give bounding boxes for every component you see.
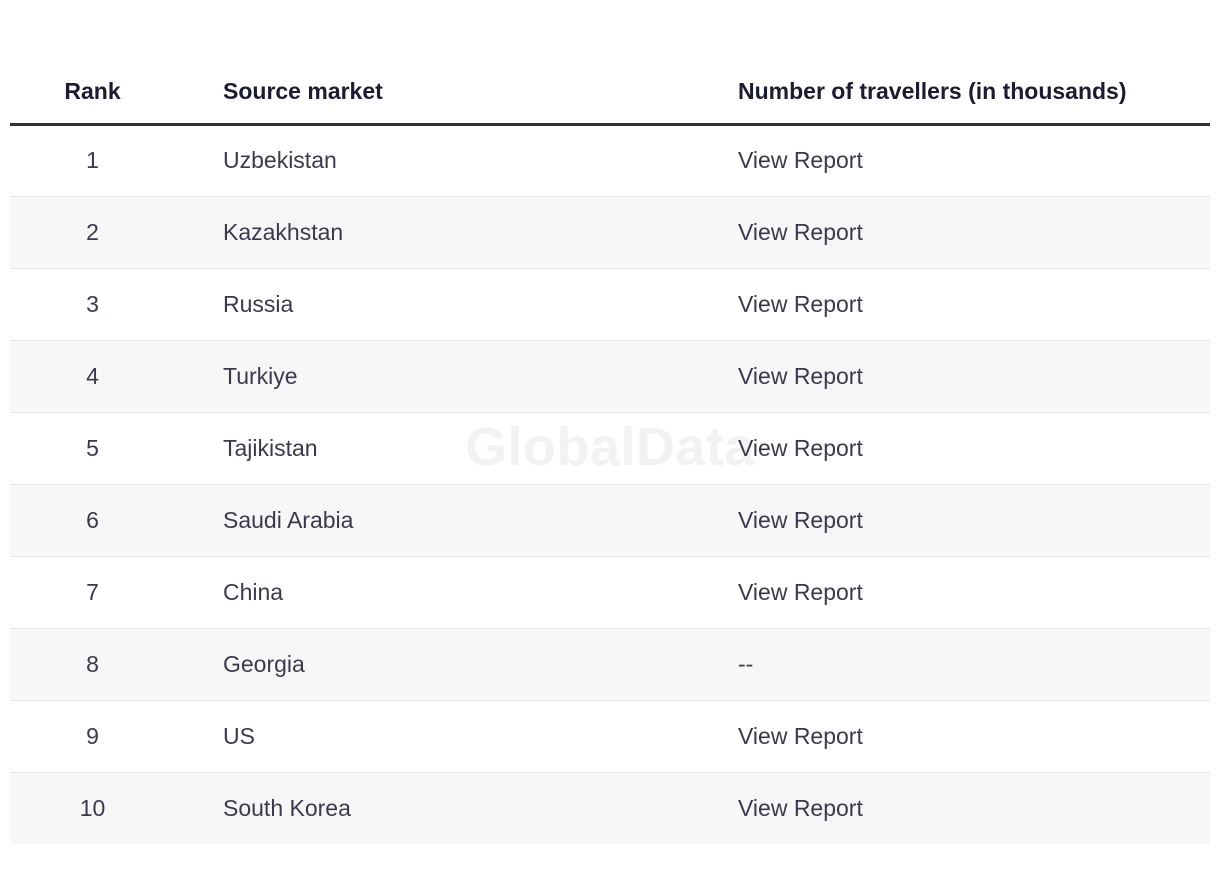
table-row: 6 Saudi Arabia View Report	[10, 484, 1210, 556]
view-report-link[interactable]: View Report	[738, 218, 863, 245]
view-report-link[interactable]: View Report	[738, 290, 863, 317]
view-report-link[interactable]: View Report	[738, 578, 863, 605]
market-cell: Georgia	[223, 650, 305, 677]
table-row: 8 Georgia --	[10, 628, 1210, 700]
market-cell: US	[223, 722, 255, 749]
rank-cell: 2	[86, 218, 99, 245]
value-cell: View Report	[690, 772, 1210, 844]
rank-cell: 3	[86, 290, 99, 317]
market-cell: Kazakhstan	[223, 218, 344, 245]
view-report-link[interactable]: View Report	[738, 722, 863, 749]
table-body: 1 Uzbekistan View Report 2 Kazakhstan Vi…	[10, 124, 1210, 844]
value-cell: View Report	[690, 484, 1210, 556]
table-row: 10 South Korea View Report	[10, 772, 1210, 844]
market-cell: Turkiye	[223, 362, 298, 389]
value-cell: View Report	[690, 124, 1210, 196]
value-cell: View Report	[690, 556, 1210, 628]
rank-cell: 1	[86, 147, 99, 173]
table-row: 9 US View Report	[10, 700, 1210, 772]
market-cell: Uzbekistan	[223, 147, 337, 173]
value-cell: View Report	[690, 340, 1210, 412]
view-report-link[interactable]: View Report	[738, 147, 863, 173]
market-cell: China	[223, 578, 284, 605]
rank-cell: 9	[86, 722, 99, 749]
table-header-row: Rank Source market Number of travellers …	[10, 60, 1210, 124]
value-cell: View Report	[690, 700, 1210, 772]
rank-cell: 10	[79, 794, 106, 821]
value-cell: --	[690, 628, 1210, 700]
table-row: 1 Uzbekistan View Report	[10, 124, 1210, 196]
view-report-link[interactable]: View Report	[738, 506, 863, 533]
rank-cell: 8	[86, 650, 99, 677]
column-header-source-market: Source market	[223, 77, 383, 104]
view-report-link[interactable]: View Report	[738, 794, 863, 821]
value-cell: View Report	[690, 196, 1210, 268]
rank-cell: 4	[86, 362, 99, 389]
view-report-link[interactable]: View Report	[738, 362, 863, 389]
table-row: 2 Kazakhstan View Report	[10, 196, 1210, 268]
rank-cell: 5	[86, 434, 99, 461]
market-cell: Tajikistan	[223, 434, 318, 461]
view-report-link[interactable]: View Report	[738, 434, 863, 461]
source-market-table: Rank Source market Number of travellers …	[10, 60, 1210, 844]
table-row: 4 Turkiye View Report	[10, 340, 1210, 412]
empty-value: --	[738, 650, 754, 677]
rank-cell: 7	[86, 578, 99, 605]
table-row: 3 Russia View Report	[10, 268, 1210, 340]
column-header-travellers: Number of travellers (in thousands)	[738, 77, 1127, 104]
column-header-rank: Rank	[64, 77, 121, 104]
market-cell: Russia	[223, 290, 294, 317]
table-row: 5 Tajikistan View Report	[10, 412, 1210, 484]
value-cell: View Report	[690, 268, 1210, 340]
table-row: 7 China View Report	[10, 556, 1210, 628]
rank-cell: 6	[86, 506, 99, 533]
market-cell: Saudi Arabia	[223, 506, 354, 533]
value-cell: View Report	[690, 412, 1210, 484]
market-cell: South Korea	[223, 794, 351, 821]
